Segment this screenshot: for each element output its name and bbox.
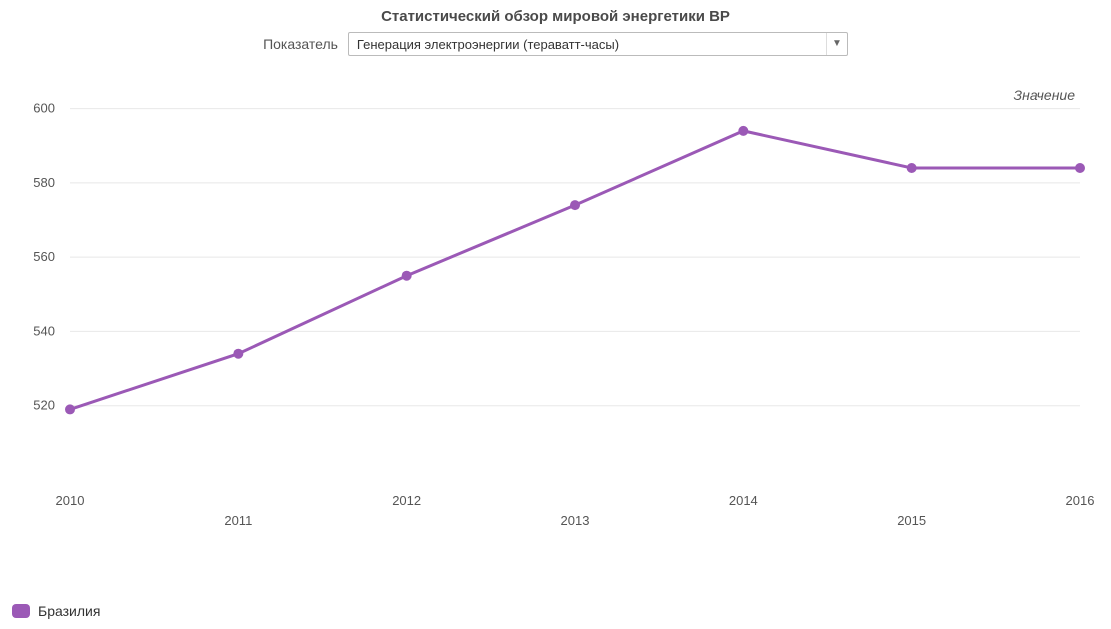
- data-point[interactable]: [1075, 163, 1085, 173]
- indicator-dropdown[interactable]: Генерация электроэнергии (тераватт-часы)…: [348, 32, 848, 56]
- chart-container: Статистический обзор мировой энергетики …: [0, 0, 1111, 629]
- chart-title: Статистический обзор мировой энергетики …: [0, 8, 1111, 25]
- x-tick-label: 2016: [1066, 493, 1095, 508]
- data-point[interactable]: [402, 271, 412, 281]
- x-tick-label: 2012: [392, 493, 421, 508]
- legend-swatch: [12, 604, 30, 618]
- x-tick-label: 2015: [897, 513, 926, 528]
- y-tick-label: 560: [33, 249, 55, 264]
- legend: Бразилия: [12, 603, 100, 619]
- x-tick-label: 2014: [729, 493, 758, 508]
- value-axis-label: Значение: [1014, 87, 1076, 103]
- legend-label: Бразилия: [38, 603, 100, 619]
- chart-plot-area: 520 540 560 580 600 2010 2011 2012 2013 2014 2015 2…: [10, 70, 1100, 560]
- data-point[interactable]: [233, 349, 243, 359]
- y-tick-label: 540: [33, 323, 55, 338]
- selector-row: Показатель Генерация электроэнергии (тер…: [0, 32, 1111, 56]
- selector-label: Показатель: [263, 36, 338, 52]
- data-point[interactable]: [907, 163, 917, 173]
- data-point[interactable]: [570, 200, 580, 210]
- data-point[interactable]: [65, 404, 75, 414]
- y-tick-label: 580: [33, 175, 55, 190]
- x-tick-label: 2011: [224, 513, 252, 528]
- y-tick-label: 520: [33, 398, 55, 413]
- chevron-down-icon: ▼: [826, 33, 847, 55]
- chart-svg: 520 540 560 580 600 2010 2011 2012 2013 2014 2015 2…: [10, 70, 1100, 560]
- x-tick-label: 2010: [56, 493, 85, 508]
- series-line: [70, 131, 1080, 410]
- x-tick-label: 2013: [561, 513, 590, 528]
- y-tick-label: 600: [33, 101, 55, 116]
- dropdown-selected-value: Генерация электроэнергии (тераватт-часы): [357, 37, 619, 52]
- data-point[interactable]: [738, 126, 748, 136]
